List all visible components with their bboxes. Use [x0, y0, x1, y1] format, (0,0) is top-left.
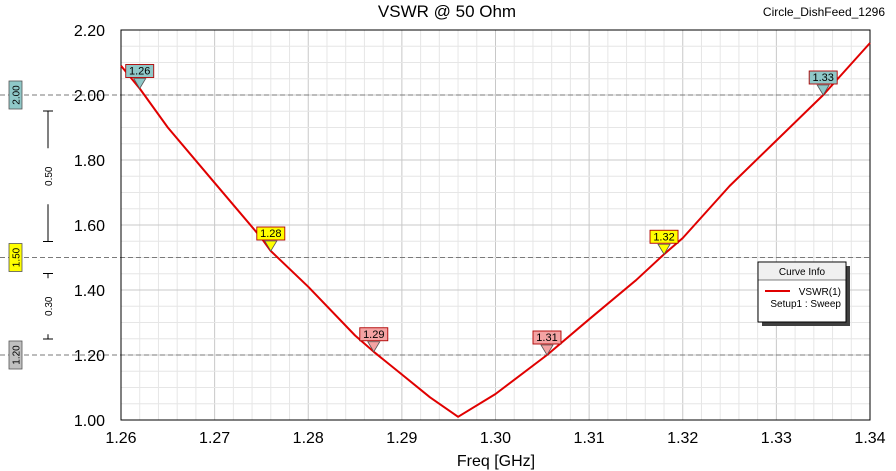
- reference-flag: [8, 243, 23, 272]
- chart-title: VSWR @ 50 Ohm: [378, 2, 516, 21]
- x-tick-label: 1.33: [761, 430, 792, 447]
- x-axis-label: Freq [GHz]: [457, 453, 535, 470]
- curve: [120, 42, 871, 418]
- x-tick-label: 1.28: [293, 430, 324, 447]
- marker-box: [359, 327, 389, 342]
- x-tick-label: 1.34: [854, 430, 885, 447]
- y-tick-label: 2.20: [74, 23, 105, 40]
- marker[interactable]: 1.28: [256, 226, 286, 252]
- legend[interactable]: Curve Info VSWR(1) Setup1 : Sweep: [757, 261, 850, 326]
- marker-label: 1.26: [129, 66, 150, 78]
- marker-box: [125, 64, 155, 78]
- reference-flag-label: 1.20: [12, 345, 23, 365]
- reference-flag-label: 2.00: [12, 85, 23, 105]
- x-tick-label: 1.27: [199, 430, 230, 447]
- y-tick-label: 1.80: [74, 153, 105, 170]
- marker-pointer: [540, 344, 554, 356]
- marker-pointer: [816, 84, 830, 96]
- marker[interactable]: 1.26: [125, 64, 155, 90]
- x-tick-label: 1.30: [480, 430, 511, 447]
- marker-box: [532, 330, 562, 345]
- y-tick-label: 1.60: [74, 218, 105, 235]
- y-tick-label: 1.00: [74, 413, 105, 430]
- marker-label: 1.28: [260, 228, 281, 240]
- tick-labels: 1.26 1.27 1.28 1.29 1.30 1.31 1.32 1.33 1.34 1.00…: [74, 23, 886, 447]
- marker[interactable]: 1.33: [808, 70, 838, 96]
- marker-label: 1.29: [363, 329, 384, 341]
- marker-box: [808, 70, 838, 85]
- reference-flag: [8, 340, 23, 370]
- side-annotations: 2.00 1.50 1.20 0.50 0.30: [8, 80, 55, 370]
- marker-label: 1.33: [812, 72, 833, 84]
- x-tick-label: 1.32: [667, 430, 698, 447]
- reference-flag-label: 1.50: [12, 247, 23, 267]
- marker[interactable]: 1.31: [532, 330, 562, 356]
- legend-sub: Setup1 : Sweep: [770, 299, 841, 310]
- grid: [120, 29, 871, 421]
- y-tick-label: 1.20: [74, 348, 105, 365]
- legend-entry: VSWR(1): [799, 287, 841, 298]
- marker-pointer: [657, 243, 671, 256]
- x-tick-label: 1.26: [105, 430, 136, 447]
- marker[interactable]: 1.29: [359, 327, 389, 353]
- y-tick-label: 2.00: [74, 88, 105, 105]
- legend-title: Curve Info: [779, 267, 826, 278]
- delta-label: 0.50: [44, 166, 55, 186]
- delta-label: 0.30: [44, 296, 55, 316]
- reference-flag: [8, 80, 23, 110]
- y-tick-label: 1.40: [74, 283, 105, 300]
- marker-pointer: [367, 341, 381, 353]
- plot-area: [120, 29, 871, 421]
- marker[interactable]: 1.32: [649, 229, 679, 256]
- markers: 1.26 1.28 1.29 1.31 1.32 1.33: [125, 64, 838, 356]
- design-name: Circle_DishFeed_1296: [763, 5, 885, 19]
- x-tick-label: 1.29: [386, 430, 417, 447]
- vswr-curve: [120, 42, 871, 418]
- marker-box: [649, 229, 679, 244]
- marker-pointer: [133, 78, 147, 90]
- marker-label: 1.32: [653, 231, 674, 243]
- marker-pointer: [264, 240, 278, 252]
- marker-box: [256, 226, 286, 241]
- marker-label: 1.31: [536, 332, 557, 344]
- x-tick-label: 1.31: [574, 430, 605, 447]
